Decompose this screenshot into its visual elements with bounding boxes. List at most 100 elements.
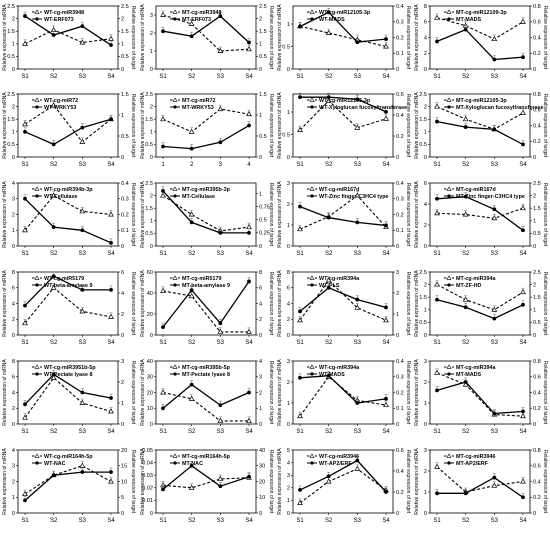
circle-marker bbox=[435, 388, 439, 393]
legend-label: MT-WRKY53 bbox=[182, 105, 214, 111]
legend-label: WT-PLS bbox=[319, 283, 340, 289]
right-axis-title: Relative expression of target bbox=[542, 450, 548, 514]
right-tick-label: 2 bbox=[533, 282, 536, 288]
right-tick-label: 10 bbox=[121, 479, 127, 485]
right-tick-label: 0 bbox=[121, 511, 124, 517]
circle-marker bbox=[189, 463, 194, 468]
left-tick-label: 20 bbox=[147, 390, 153, 396]
left-tick-label: 4 bbox=[12, 390, 15, 396]
series-line-1 bbox=[436, 466, 524, 493]
series-line-1 bbox=[436, 106, 524, 130]
left-axis-title: Relative expression of miRNA bbox=[2, 359, 8, 426]
x-tick-label: S4 bbox=[245, 518, 253, 524]
right-tick-label: 0 bbox=[121, 333, 124, 339]
circle-marker bbox=[435, 196, 439, 201]
left-tick-label: 0 bbox=[150, 333, 153, 339]
legend-label: WT-Zinc finger-C3HC4 type bbox=[319, 194, 388, 200]
circle-marker bbox=[247, 279, 251, 284]
legend-marker bbox=[35, 372, 39, 376]
legend-marker bbox=[173, 283, 177, 287]
circle-marker bbox=[109, 117, 113, 122]
left-axis-title: Relative expression of miRNA bbox=[277, 92, 283, 159]
series-line-1 bbox=[299, 376, 387, 417]
circle-marker bbox=[247, 123, 251, 128]
left-tick-label: 1 bbox=[287, 498, 290, 504]
circle-marker bbox=[161, 188, 165, 193]
circle-marker bbox=[298, 95, 302, 100]
right-axis-title: Relative expression of target bbox=[130, 94, 136, 158]
circle-marker bbox=[23, 303, 27, 308]
right-axis-title: Relative expression of target bbox=[405, 94, 411, 158]
circle-marker bbox=[161, 487, 165, 492]
left-tick-label: 1 bbox=[424, 490, 427, 496]
left-tick-label: 0 bbox=[424, 511, 427, 517]
left-axis-title: Relative expression of miRNA bbox=[140, 448, 146, 515]
x-tick-label: S1 bbox=[159, 429, 167, 435]
circle-marker bbox=[492, 475, 497, 480]
circle-marker bbox=[23, 129, 27, 134]
x-tick-label: S4 bbox=[382, 162, 390, 168]
legend-marker bbox=[173, 461, 177, 465]
series-line-2 bbox=[162, 190, 249, 234]
legend-label: WT-cg-miR394b-3p bbox=[44, 187, 93, 193]
triangle-marker bbox=[50, 192, 57, 198]
triangle-marker bbox=[520, 205, 526, 211]
series-line-1 bbox=[299, 468, 387, 504]
right-tick-label: 15 bbox=[121, 464, 127, 470]
right-tick-label: 4 bbox=[259, 359, 262, 365]
circle-marker bbox=[463, 194, 468, 199]
left-axis-title: Relative expression of miRNA bbox=[2, 448, 8, 515]
left-tick-label: 1 bbox=[287, 223, 290, 229]
right-tick-label: 0 bbox=[533, 333, 536, 339]
x-tick-label: S3 bbox=[354, 162, 362, 168]
x-tick-label: S3 bbox=[217, 251, 225, 257]
series-line-1 bbox=[299, 100, 387, 131]
circle-marker bbox=[326, 373, 331, 378]
right-tick-label: 1 bbox=[121, 42, 124, 48]
x-tick-label: S1 bbox=[21, 340, 29, 346]
left-tick-label: 2.5 bbox=[7, 92, 15, 98]
left-tick-label: 40 bbox=[147, 291, 153, 297]
triangle-marker bbox=[160, 389, 166, 395]
left-tick-label: 0 bbox=[424, 244, 427, 250]
x-tick-label: S4 bbox=[245, 74, 253, 80]
subplot-9: 0 1 2 3 4 0 0.1 0.2 0.3 0.4 S1 S2 S3 S4 WT-cg-miR394b-… bbox=[2, 181, 136, 257]
left-tick-label: 8 bbox=[287, 270, 290, 276]
right-tick-label: 0 bbox=[259, 422, 262, 428]
triangle-marker bbox=[188, 395, 195, 401]
triangle-marker bbox=[383, 115, 389, 121]
left-tick-label: 1 bbox=[287, 401, 290, 407]
circle-marker bbox=[80, 228, 85, 233]
left-tick-label: 4 bbox=[12, 301, 15, 307]
subplot-1: 0 0.5 1 1.5 2 2.5 0 0.5 1 1.5 2 2.5 S1 S2 S3 S4 WT-cg-mi… bbox=[2, 4, 136, 80]
left-tick-label: 1 bbox=[150, 49, 153, 55]
legend-label: MT-cg-miR394a bbox=[456, 276, 497, 282]
right-tick-label: 5 bbox=[121, 495, 124, 501]
triangle-marker bbox=[462, 296, 469, 302]
right-tick-label: 0 bbox=[396, 155, 399, 161]
subplot-18: 0 10 20 30 40 0 1 2 3 4 S1 S2 S3 S4 MT-cg-miR395b-5pMT… bbox=[140, 359, 274, 435]
left-tick-label: 1 bbox=[287, 22, 290, 28]
x-tick-label: S2 bbox=[50, 162, 58, 168]
legend-marker bbox=[446, 453, 452, 458]
subplot-19: 0 1 2 3 0 0.1 0.2 0.3 0.4 S1 S2 S3 S4 WT-cg-miR394aWT… bbox=[277, 359, 411, 435]
subplot-13: 0 2 4 6 8 0 2 4 6 S1 S2 S3 S4 WT-cg-miR5179WT-beta-am… bbox=[2, 270, 136, 346]
x-tick-label: S3 bbox=[79, 340, 87, 346]
triangle-marker bbox=[297, 317, 303, 323]
triangle-marker bbox=[354, 192, 361, 198]
left-axis-title: Relative expression of miRNA bbox=[414, 359, 420, 426]
left-tick-label: 2 bbox=[150, 104, 153, 110]
plot-frame bbox=[17, 93, 119, 158]
series-line-2 bbox=[436, 120, 524, 145]
right-tick-label: 1 bbox=[533, 219, 536, 225]
left-axis-title: Relative expression of miRNA bbox=[277, 4, 283, 71]
triangle-marker bbox=[79, 462, 86, 468]
triangle-marker bbox=[108, 211, 114, 217]
x-tick-label: S2 bbox=[188, 74, 196, 80]
subplot-22: 0 0.01 0.02 0.03 0.04 0.05 0 10 20 30 40 S1 S2 S3 S4 MT… bbox=[140, 448, 274, 524]
legend-label: WT-cg-miR3951b-5p bbox=[44, 365, 96, 371]
triangle-marker bbox=[354, 304, 361, 310]
legend-label: MT-ZF-HD bbox=[456, 283, 482, 289]
right-axis-title: Relative expression of target bbox=[130, 183, 136, 247]
subplot-24: 0 1 2 3 0 0.2 0.4 0.6 0.8 S1 S2 S3 S4 MT-cg-miR3946MT… bbox=[414, 448, 548, 524]
